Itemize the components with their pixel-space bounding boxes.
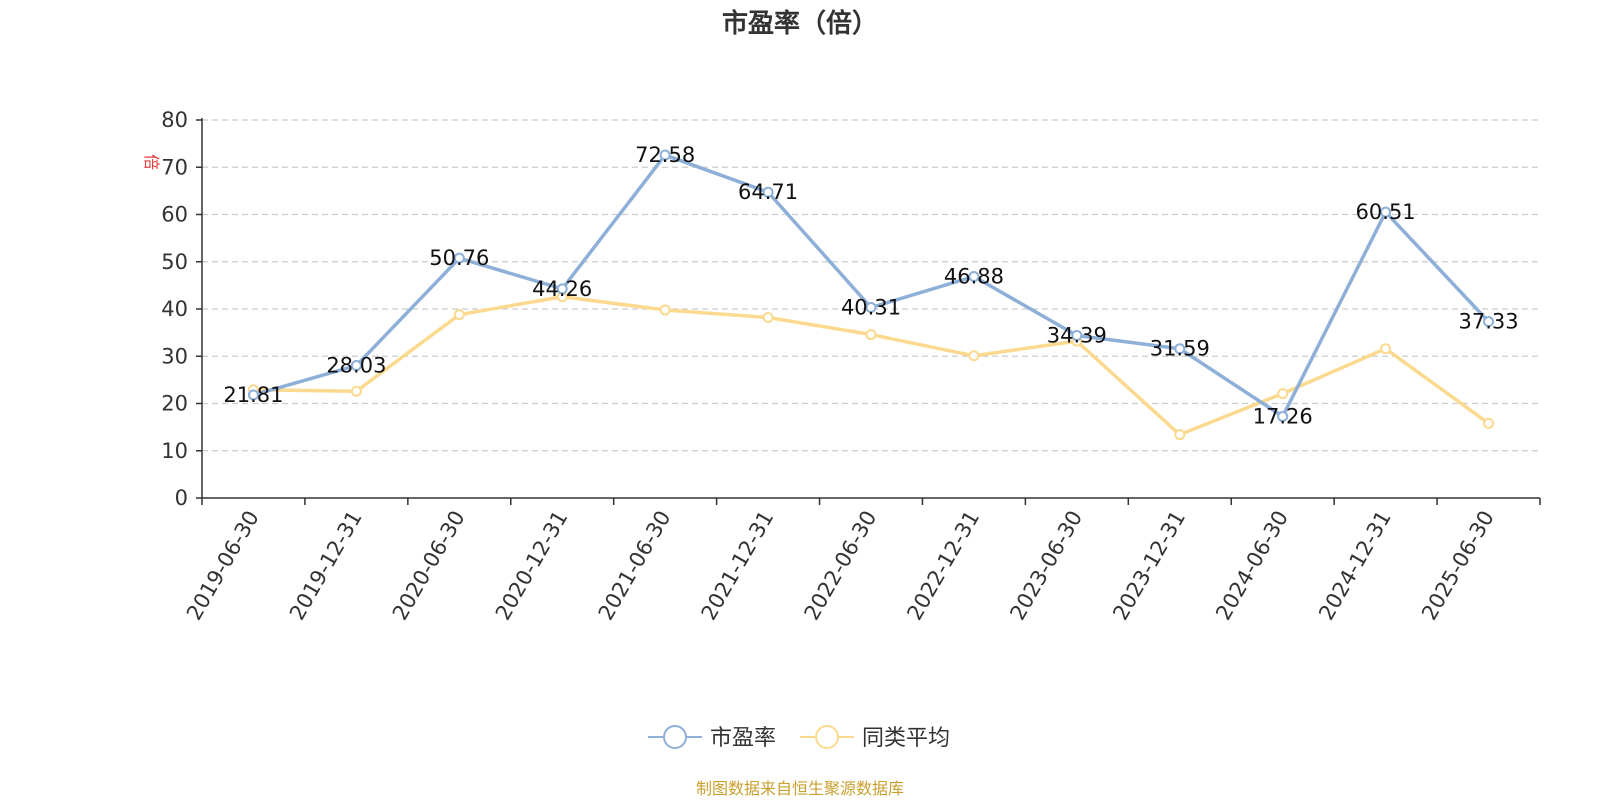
chart-title: 市盈率（倍）	[722, 8, 878, 39]
y-tick-label: 40	[161, 297, 188, 321]
data-point[interactable]	[1277, 388, 1289, 400]
x-tick-label: 2020-06-30	[388, 507, 470, 625]
legend-marker-icon	[815, 725, 839, 749]
y-axis-unit-label: 倍	[142, 154, 161, 170]
data-label: 21.81	[223, 383, 283, 407]
x-tick-label: 2022-12-31	[902, 507, 984, 625]
x-tick-label: 2019-12-31	[285, 507, 367, 625]
data-label: 40.31	[841, 296, 901, 320]
series-1	[247, 291, 1495, 441]
data-point[interactable]	[350, 385, 362, 397]
series-line	[252, 153, 1490, 419]
x-tick-label: 2021-06-30	[594, 507, 676, 625]
data-point[interactable]	[453, 252, 465, 264]
data-point[interactable]	[1071, 330, 1083, 342]
data-point[interactable]	[1174, 429, 1186, 441]
data-point[interactable]	[1483, 316, 1495, 328]
x-tick-label: 2023-06-30	[1005, 507, 1087, 625]
data-labels: 21.81 28.03 50.76 44.26 72.58 64.71 40.31 46.88…	[223, 143, 1518, 428]
data-label: 46.88	[944, 264, 1004, 288]
y-tick-label: 20	[161, 392, 188, 416]
legend-label: 同类平均	[862, 726, 950, 751]
grid-lines	[202, 119, 1540, 452]
data-point[interactable]	[556, 283, 568, 295]
y-tick-label: 50	[161, 250, 188, 274]
y-tick-label: 80	[161, 108, 188, 132]
source-note: 制图数据来自恒生聚源数据库	[696, 779, 904, 798]
x-tick-label: 2019-06-30	[182, 507, 264, 625]
data-point[interactable]	[1380, 343, 1392, 355]
data-point[interactable]	[968, 270, 980, 282]
legend-marker-icon	[663, 725, 687, 749]
data-label: 28.03	[326, 354, 386, 378]
data-label: 31.59	[1150, 337, 1210, 361]
data-label: 60.51	[1356, 200, 1416, 224]
legend-item-1[interactable]: 同类平均	[800, 725, 950, 751]
data-label: 37.33	[1458, 310, 1518, 334]
data-point[interactable]	[453, 309, 465, 321]
y-tick-label: 0	[175, 486, 188, 510]
data-label: 17.26	[1253, 404, 1313, 428]
data-point[interactable]	[350, 360, 362, 372]
data-point[interactable]	[968, 350, 980, 362]
x-tick-label: 2024-12-31	[1314, 507, 1396, 625]
data-point[interactable]	[865, 302, 877, 314]
data-point[interactable]	[762, 186, 774, 198]
series-0	[247, 149, 1495, 422]
data-point[interactable]	[1483, 417, 1495, 429]
y-tick-label: 10	[161, 439, 188, 463]
data-point[interactable]	[659, 304, 671, 316]
x-tick-label: 2023-12-31	[1108, 507, 1190, 625]
x-tick-label: 2022-06-30	[800, 507, 882, 625]
data-label: 64.71	[738, 180, 798, 204]
data-point[interactable]	[247, 389, 259, 401]
y-tick-label: 60	[161, 203, 188, 227]
data-label: 50.76	[429, 246, 489, 270]
x-tick-label: 2025-06-30	[1417, 507, 1499, 625]
y-tick-label: 30	[161, 344, 188, 368]
series-lines	[247, 149, 1495, 441]
x-tick-label: 2024-06-30	[1211, 507, 1293, 625]
x-tick-label: 2020-12-31	[491, 507, 573, 625]
x-tick-label: 2021-12-31	[697, 507, 779, 625]
data-point[interactable]	[1277, 410, 1289, 422]
legend-item-0[interactable]: 市盈率	[648, 725, 776, 751]
data-point[interactable]	[865, 329, 877, 341]
data-point[interactable]	[659, 149, 671, 161]
y-tick-label: 70	[161, 155, 188, 179]
data-point[interactable]	[1174, 343, 1186, 355]
legend-label: 市盈率	[710, 726, 776, 751]
legend[interactable]: 市盈率 同类平均	[648, 725, 950, 751]
data-point[interactable]	[762, 312, 774, 324]
data-label: 44.26	[532, 277, 592, 301]
data-point[interactable]	[1380, 206, 1392, 218]
data-label: 34.39	[1047, 324, 1107, 348]
data-label: 72.58	[635, 143, 695, 167]
